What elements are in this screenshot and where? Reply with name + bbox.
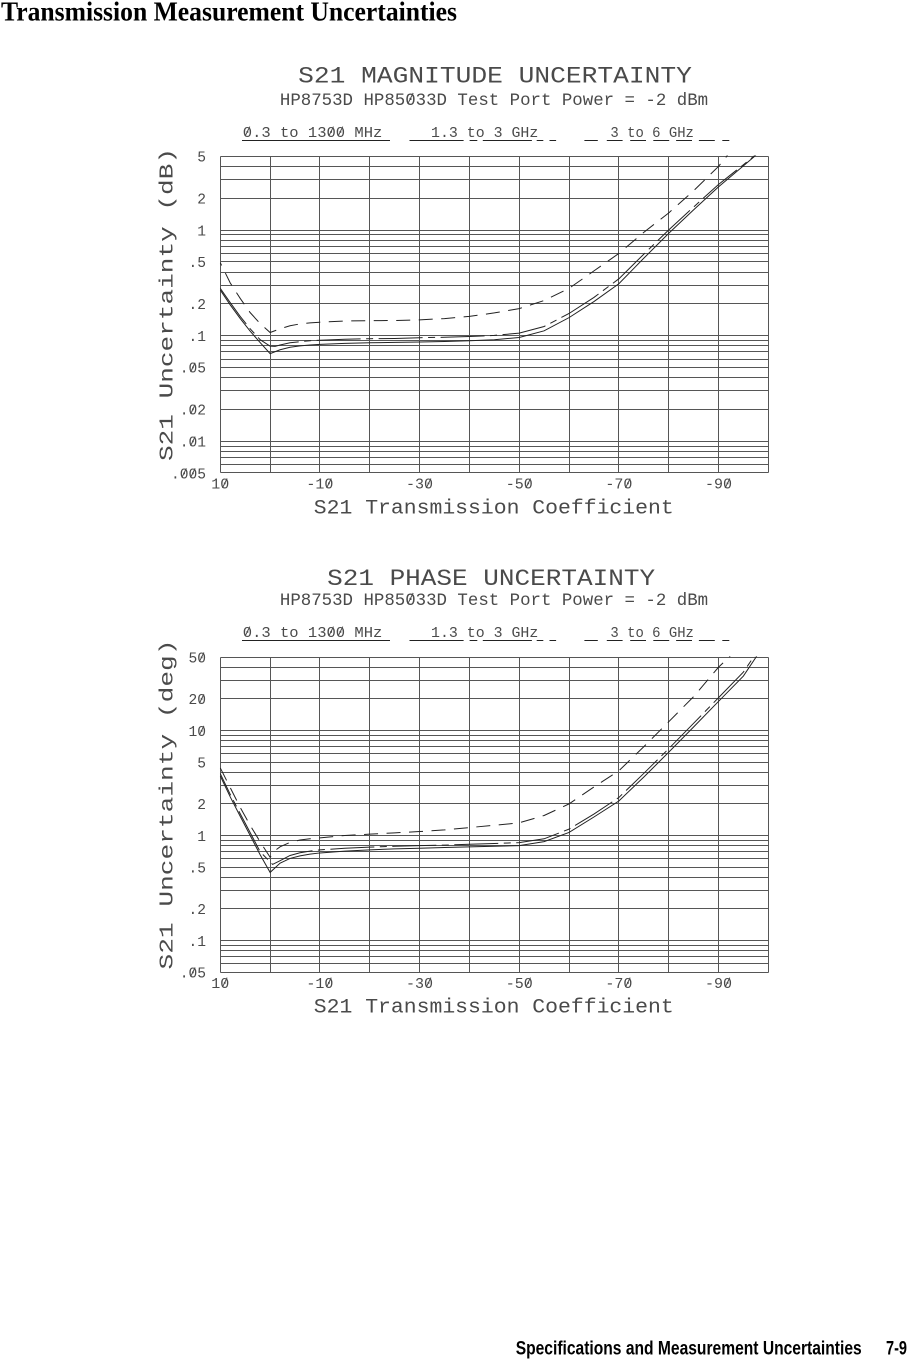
svg-text:S21 Uncertainty (dB): S21 Uncertainty (dB) (157, 148, 179, 461)
svg-text:5: 5 (197, 151, 206, 167)
svg-text:2: 2 (197, 798, 206, 814)
svg-text:.1: .1 (188, 330, 206, 346)
svg-text:3 to 6 GHz: 3 to 6 GHz (610, 625, 694, 642)
svg-text:.5: .5 (188, 256, 206, 272)
svg-text:10: 10 (188, 725, 206, 741)
svg-text:Transmission Measurement Uncer: Transmission Measurement Uncertainties (1, 0, 457, 27)
svg-text:.02: .02 (180, 404, 206, 420)
svg-text:-30: -30 (406, 477, 433, 494)
svg-text:Specifications and Measurement: Specifications and Measurement Uncertain… (516, 1339, 862, 1360)
svg-text:10: 10 (211, 477, 229, 494)
svg-text:S21 PHASE UNCERTAINTY: S21 PHASE UNCERTAINTY (327, 566, 655, 592)
svg-text:.005: .005 (171, 467, 206, 483)
svg-text:-50: -50 (506, 477, 533, 494)
svg-text:50: 50 (188, 651, 206, 667)
svg-text:10: 10 (211, 976, 229, 993)
svg-text:0.3 to 1300 MHz: 0.3 to 1300 MHz (243, 125, 382, 142)
svg-text:2: 2 (197, 193, 206, 209)
svg-text:-10: -10 (306, 477, 333, 494)
svg-text:1.3 to 3 GHz: 1.3 to 3 GHz (431, 625, 538, 642)
svg-text:.2: .2 (188, 298, 206, 314)
svg-text:1: 1 (197, 224, 206, 240)
svg-text:S21 Uncertainty (deg): S21 Uncertainty (deg) (157, 640, 179, 970)
svg-text:S21 MAGNITUDE UNCERTAINTY: S21 MAGNITUDE UNCERTAINTY (298, 64, 692, 90)
svg-text:-90: -90 (705, 976, 732, 993)
svg-text:3 to 6 GHz: 3 to 6 GHz (610, 125, 694, 142)
svg-text:-90: -90 (705, 477, 732, 494)
svg-text:.1: .1 (188, 935, 206, 951)
svg-text:.01: .01 (180, 436, 207, 452)
svg-text:.05: .05 (180, 966, 206, 982)
svg-text:-70: -70 (605, 976, 632, 993)
svg-text:.05: .05 (180, 362, 206, 378)
svg-text:-10: -10 (306, 976, 333, 993)
svg-text:HP8753D HP85033D Test Port Pow: HP8753D HP85033D Test Port Power = -2 dB… (280, 92, 708, 111)
svg-text:-30: -30 (406, 976, 433, 993)
svg-text:HP8753D HP85033D Test Port Pow: HP8753D HP85033D Test Port Power = -2 dB… (280, 592, 708, 611)
svg-text:S21 Transmission Coefficient: S21 Transmission Coefficient (314, 997, 674, 1020)
svg-text:7-9: 7-9 (886, 1339, 907, 1360)
svg-text:0.3 to 1300 MHz: 0.3 to 1300 MHz (243, 625, 382, 642)
svg-text:.2: .2 (188, 903, 206, 919)
svg-text:-70: -70 (605, 477, 632, 494)
svg-text:1.3 to 3 GHz: 1.3 to 3 GHz (431, 125, 538, 142)
svg-text:.5: .5 (188, 861, 206, 877)
svg-text:-50: -50 (506, 976, 533, 993)
svg-text:5: 5 (197, 756, 206, 772)
svg-text:20: 20 (188, 693, 206, 709)
svg-text:1: 1 (197, 830, 206, 846)
svg-text:S21 Transmission Coefficient: S21 Transmission Coefficient (314, 498, 674, 521)
